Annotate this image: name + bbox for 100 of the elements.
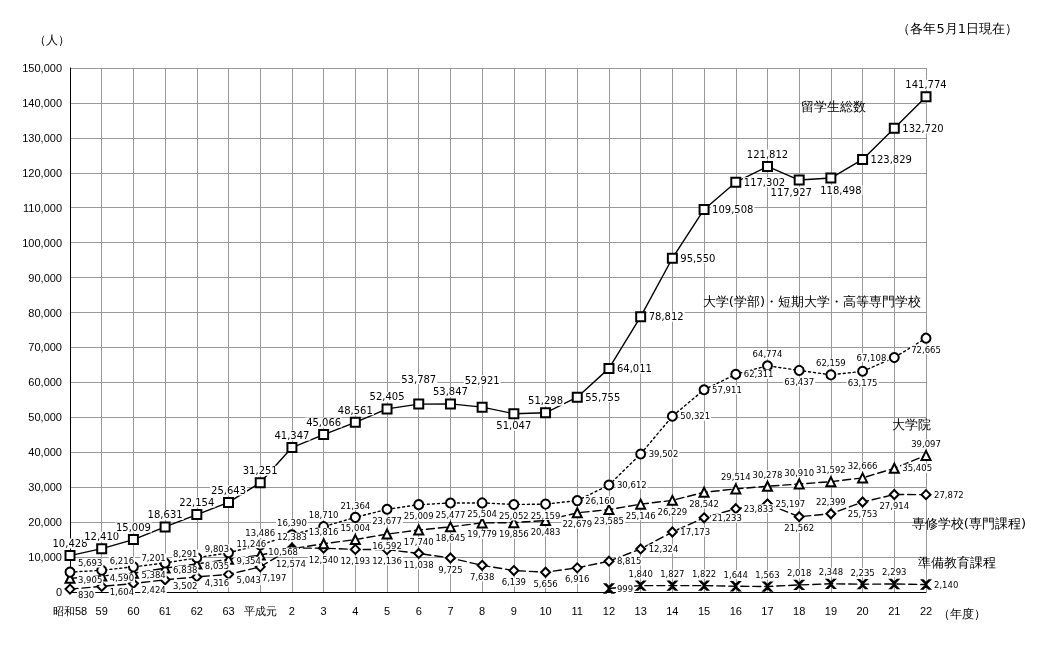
data-label: 5,384 — [141, 570, 166, 581]
data-label: 7,197 — [262, 573, 287, 584]
y-tick-label: 60,000 — [28, 376, 62, 389]
y-tick-label: 110,000 — [23, 201, 62, 214]
y-axis-title: （人） — [34, 33, 70, 47]
data-label: 72,665 — [911, 344, 941, 355]
data-label: 1,822 — [691, 569, 717, 580]
data-label: 67,108 — [856, 352, 887, 363]
y-tick-label: 130,000 — [22, 131, 62, 144]
data-label: 63,437 — [784, 376, 815, 387]
data-label: 28,542 — [689, 498, 719, 509]
data-label: 5,656 — [533, 578, 558, 589]
data-label: 25,146 — [625, 510, 656, 521]
data-label: 25,009 — [403, 511, 434, 522]
data-label: 16,390 — [277, 518, 307, 529]
data-label: 25,052 — [498, 510, 529, 521]
x-tick-label: 63 — [222, 604, 235, 617]
data-label: 141,774 — [905, 79, 947, 91]
data-label: 23,833 — [743, 503, 774, 514]
data-label: 3,502 — [173, 580, 198, 591]
data-label: 39,502 — [648, 449, 679, 460]
data-label: 117,927 — [770, 186, 812, 198]
data-label: 8,291 — [173, 549, 198, 560]
data-label: 1,840 — [628, 569, 653, 580]
data-label: 22,154 — [179, 497, 215, 509]
data-label: 29,514 — [720, 472, 751, 483]
data-label: 35,405 — [902, 463, 933, 474]
data-label: 8,815 — [616, 556, 642, 567]
data-label: 18,645 — [435, 533, 466, 544]
data-label: 2,348 — [818, 567, 844, 578]
y-tick-label: 0 — [55, 586, 62, 598]
data-label: 25,477 — [435, 509, 466, 520]
data-label: 6,838 — [173, 565, 198, 576]
data-label: 57,911 — [712, 384, 742, 395]
data-label: 51,298 — [528, 395, 564, 407]
data-label: 7,201 — [141, 552, 166, 563]
x-tick-label: 62 — [190, 604, 203, 617]
data-label: 39,097 — [911, 438, 941, 449]
x-tick-label: 3 — [320, 604, 327, 617]
y-tick-label: 70,000 — [28, 341, 62, 354]
x-tick-label: 5 — [383, 604, 391, 617]
data-label: 17,740 — [403, 536, 434, 547]
data-label: 2,140 — [934, 579, 959, 590]
data-label: 45,066 — [306, 417, 342, 429]
data-label: 30,278 — [752, 469, 783, 480]
x-tick-label: 6 — [415, 604, 422, 617]
data-label: 41,347 — [274, 430, 310, 442]
x-tick-label: 9 — [510, 604, 517, 617]
x-tick-label: 平成元 — [243, 604, 277, 617]
y-tick-label: 80,000 — [28, 306, 62, 319]
data-label: 12,574 — [276, 558, 306, 569]
data-label: 1,827 — [660, 569, 685, 580]
text: （各年5月1日現在） — [897, 21, 1018, 36]
data-label: 19,779 — [467, 529, 498, 540]
data-label: 25,643 — [211, 484, 247, 496]
x-tick-label: 18 — [793, 604, 806, 617]
y-tick-label: 10,000 — [28, 551, 62, 564]
data-label: 2,018 — [787, 568, 812, 579]
data-label: 27,914 — [879, 500, 910, 511]
x-tick-label: 11 — [571, 604, 583, 617]
data-label: 18,631 — [147, 509, 183, 521]
data-label: 19,856 — [498, 529, 529, 540]
data-label: 12,410 — [84, 531, 120, 543]
data-label: 30,612 — [616, 480, 647, 491]
data-label: 26,229 — [657, 506, 688, 517]
y-tick-label: 140,000 — [22, 96, 62, 109]
data-label: 121,812 — [746, 148, 789, 160]
x-tick-label: 19 — [824, 604, 838, 617]
data-label: 63,175 — [847, 377, 878, 388]
data-label: 25,753 — [847, 508, 878, 519]
data-label: 55,755 — [585, 391, 621, 403]
data-label: 12,193 — [340, 555, 371, 566]
data-label: 5,043 — [236, 575, 261, 586]
data-label: 51,047 — [496, 420, 532, 432]
y-tick-label: 40,000 — [28, 446, 62, 459]
data-label: 9,354 — [236, 556, 261, 567]
data-label: 25,504 — [467, 509, 498, 520]
data-label: 31,251 — [242, 465, 278, 477]
data-label: 12,540 — [308, 554, 339, 565]
data-label: 22,399 — [816, 497, 846, 508]
data-label: 6,916 — [565, 574, 590, 585]
data-label: 62,159 — [816, 358, 846, 369]
x-tick-label: 21 — [888, 604, 901, 617]
data-label: 23,677 — [372, 515, 402, 526]
series-label: 留学生総数 — [801, 99, 866, 115]
x-tick-label: 4 — [352, 604, 359, 617]
data-label: 830 — [78, 590, 95, 601]
data-label: 17,173 — [680, 527, 711, 538]
series-label: 専修学校(専門課程) — [911, 515, 1026, 531]
data-label: 13,816 — [308, 527, 339, 538]
y-tick-label: 50,000 — [28, 411, 62, 424]
data-label: 4,590 — [109, 572, 135, 583]
x-tick-label: 昭和58 — [52, 604, 88, 617]
data-label: 9,803 — [204, 543, 230, 554]
x-tick-label: 59 — [95, 604, 108, 617]
data-label: 1,563 — [755, 570, 780, 581]
x-tick-label: 2 — [288, 604, 295, 617]
x-tick-label: 20 — [856, 604, 869, 617]
data-label: 23,585 — [594, 516, 624, 527]
data-label: 26,160 — [585, 495, 616, 506]
